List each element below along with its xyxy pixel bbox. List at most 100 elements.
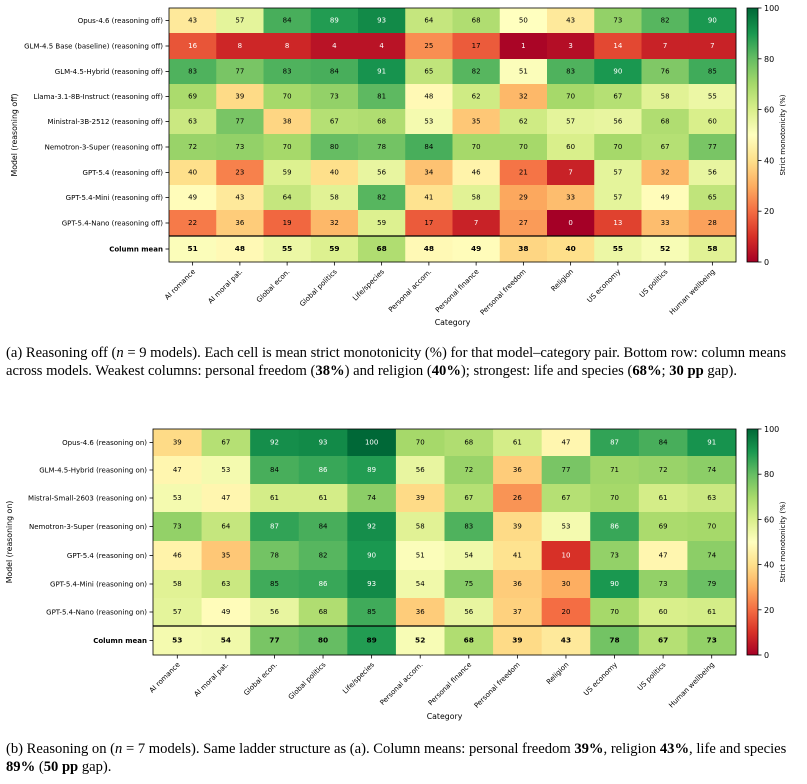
x-tick-label: US politics <box>636 661 668 693</box>
heatmap-cell <box>298 429 348 457</box>
mean-cell <box>169 236 217 263</box>
heatmap-cell <box>169 210 217 237</box>
x-tick-label: Global econ. <box>255 268 292 305</box>
x-tick-label: US economy <box>586 268 623 305</box>
cell-value-label: 93 <box>319 439 328 447</box>
mean-value-label: 78 <box>609 636 619 645</box>
mean-cell <box>250 626 300 656</box>
cell-value-label: 91 <box>707 439 716 447</box>
cell-value-label: 75 <box>464 580 473 588</box>
cell-value-label: 90 <box>613 68 622 76</box>
cell-value-label: 4 <box>332 42 337 50</box>
heatmap-cell <box>169 8 217 34</box>
cell-value-label: 68 <box>472 17 481 25</box>
cell-value-label: 69 <box>659 523 668 531</box>
heatmap-cell <box>687 570 737 599</box>
heatmap-cell <box>452 33 501 60</box>
mean-value-label: 51 <box>187 244 197 253</box>
heatmap-cell <box>452 84 501 110</box>
cell-value-label: 56 <box>464 608 473 616</box>
x-tick-label: Personal accom. <box>378 661 424 707</box>
heatmap-cell <box>493 456 543 485</box>
cell-value-label: 3 <box>568 42 572 50</box>
x-tick-label: AI moral pat. <box>193 661 231 699</box>
cell-value-label: 63 <box>221 580 230 588</box>
heatmap-cell <box>444 456 494 485</box>
cell-value-label: 51 <box>519 68 528 76</box>
mean-cell <box>298 626 348 656</box>
mean-value-label: 89 <box>366 636 376 645</box>
colorbar-tick-label: 80 <box>764 55 774 64</box>
heatmap-cell <box>493 429 543 457</box>
cell-value-label: 73 <box>613 17 622 25</box>
cell-value-label: 70 <box>566 93 575 101</box>
colorbar-tick-label: 60 <box>764 515 774 524</box>
heatmap-cell <box>153 484 202 513</box>
colorbar-tick-label: 80 <box>764 470 774 479</box>
colorbar <box>746 7 759 263</box>
cell-value-label: 68 <box>377 118 386 126</box>
mean-cell <box>641 236 690 263</box>
caption-text: , life and species <box>689 741 787 757</box>
colorbar-tick-label: 40 <box>764 561 774 570</box>
cell-value-label: 25 <box>424 42 433 50</box>
cell-value-label: 32 <box>661 169 670 177</box>
heatmap-cell <box>201 512 251 542</box>
cell-value-label: 36 <box>513 466 522 474</box>
colorbar-tick-label: 0 <box>764 258 769 267</box>
heatmap-cell <box>493 484 543 513</box>
x-tick-label: Religion <box>550 268 575 293</box>
plot-frame <box>168 7 737 263</box>
heatmap-cell <box>358 84 406 110</box>
heatmap-cell <box>298 512 348 542</box>
heatmap-cell <box>687 541 737 571</box>
cell-value-label: 61 <box>270 494 279 502</box>
row-label: GLM-4.5 Base (baseline) (reasoning off) <box>24 42 163 50</box>
mean-value-label: 73 <box>707 636 717 645</box>
row-label: GPT-5.4-Mini (reasoning off) <box>66 194 164 202</box>
cell-value-label: 43 <box>188 17 197 25</box>
heatmap-cell <box>594 160 642 186</box>
x-axis-label: Category <box>427 712 463 721</box>
heatmap-cell <box>590 456 640 485</box>
cell-value-label: 63 <box>188 118 197 126</box>
cell-value-label: 73 <box>173 523 182 531</box>
heatmap-cell <box>395 598 445 627</box>
cell-value-label: 83 <box>283 68 292 76</box>
cell-value-label: 62 <box>519 118 528 126</box>
heatmap-cell <box>547 33 595 60</box>
cell-value-label: 53 <box>561 523 570 531</box>
cell-value-label: 78 <box>270 552 279 560</box>
heatmap-cell <box>452 59 501 85</box>
heatmap-cell <box>310 134 359 161</box>
heatmap-cell <box>688 160 737 186</box>
heatmap-cell <box>358 8 406 34</box>
caption-emphasis: 43% <box>659 741 690 757</box>
heatmap-cell <box>638 512 688 542</box>
cell-value-label: 85 <box>708 68 717 76</box>
caption-emphasis: 38% <box>315 363 345 379</box>
caption-text: ) and religion ( <box>344 363 432 379</box>
cell-value-label: 93 <box>367 580 376 588</box>
mean-cell <box>395 626 445 656</box>
heatmap-cell <box>452 160 501 186</box>
cell-value-label: 72 <box>659 466 668 474</box>
cell-value-label: 50 <box>519 17 528 25</box>
cell-value-label: 16 <box>188 42 197 50</box>
heatmap-cell <box>444 484 494 513</box>
cell-value-label: 83 <box>188 68 197 76</box>
heatmap-cell <box>444 541 494 571</box>
cell-value-label: 67 <box>221 439 230 447</box>
cell-value-label: 74 <box>707 466 716 474</box>
heatmap-cell <box>547 8 595 34</box>
cell-value-label: 80 <box>330 143 339 151</box>
heatmap-cell <box>405 59 453 85</box>
cell-value-label: 55 <box>708 93 717 101</box>
mean-value-label: 68 <box>464 636 474 645</box>
x-tick-label: AI romance <box>163 268 197 302</box>
heatmap-cell <box>347 512 397 542</box>
heatmap-cell <box>169 134 217 161</box>
heatmap-cell <box>541 541 591 571</box>
row-label: GPT-5.4 (reasoning off) <box>83 169 164 177</box>
